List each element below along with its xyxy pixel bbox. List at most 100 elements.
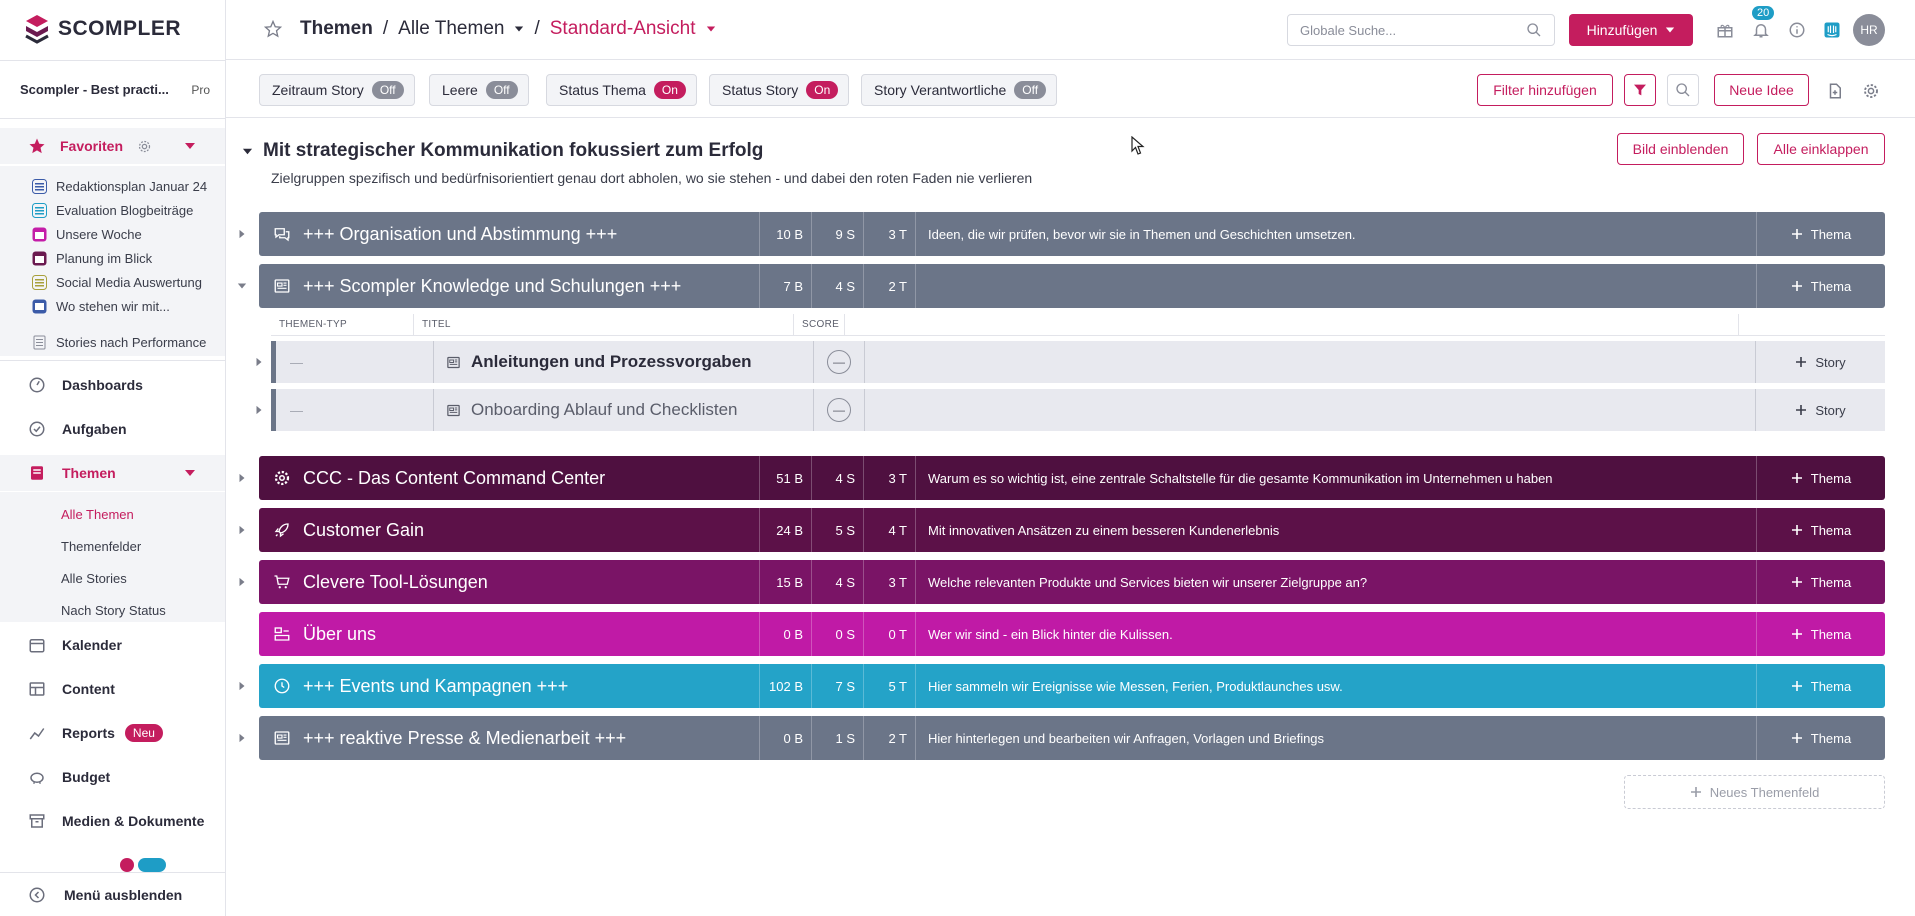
- plus-icon: [1791, 280, 1803, 292]
- add-button[interactable]: Hinzufügen: [1569, 14, 1693, 46]
- chevron-right-icon[interactable]: [237, 473, 247, 483]
- chevron-right-icon[interactable]: [237, 733, 247, 743]
- thema-row[interactable]: — Onboarding Ablauf und Checklisten — St…: [256, 389, 1885, 431]
- filter-chip-zeitraum-story[interactable]: Zeitraum Story Off: [259, 74, 415, 106]
- column-header-title[interactable]: TITEL: [414, 314, 794, 335]
- nav-kalender[interactable]: Kalender: [0, 627, 225, 663]
- thema-score[interactable]: —: [814, 389, 865, 431]
- breadcrumb-view[interactable]: Standard-Ansicht: [549, 18, 696, 39]
- thema-row[interactable]: — Anleitungen und Prozessvorgaben — Stor…: [256, 341, 1885, 383]
- nav-aufgaben[interactable]: Aufgaben: [0, 411, 225, 447]
- toggle-badge[interactable]: Off: [1014, 81, 1047, 99]
- thema-score[interactable]: —: [814, 341, 865, 383]
- nav-medien[interactable]: Medien & Dokumente: [0, 803, 225, 839]
- chevron-right-icon[interactable]: [254, 405, 264, 415]
- export-icon[interactable]: [1826, 82, 1844, 100]
- add-filter-button[interactable]: Filter hinzufügen: [1477, 74, 1613, 106]
- hide-menu-button[interactable]: Menü ausblenden: [0, 872, 225, 916]
- add-thema-button[interactable]: Thema: [1756, 612, 1885, 656]
- global-search-input[interactable]: [1287, 14, 1555, 46]
- favorites-header[interactable]: Favoriten: [0, 128, 225, 164]
- nav-reports[interactable]: Reports Neu: [0, 715, 225, 751]
- subnav-alle-themen[interactable]: Alle Themen: [61, 506, 134, 522]
- add-thema-button[interactable]: Thema: [1756, 508, 1885, 552]
- show-image-button[interactable]: Bild einblenden: [1617, 133, 1744, 165]
- chevron-right-icon[interactable]: [237, 681, 247, 691]
- themenfeld-row[interactable]: +++ Events und Kampagnen +++ 102 B 7 S 5…: [239, 664, 1885, 708]
- filter-chip-status-story[interactable]: Status Story On: [709, 74, 850, 106]
- favorite-item[interactable]: Redaktionsplan Januar 24: [0, 174, 225, 198]
- gear-icon[interactable]: [137, 139, 152, 154]
- themenfeld-row[interactable]: CCC - Das Content Command Center 51 B 4 …: [239, 456, 1885, 500]
- chevron-down-icon[interactable]: [184, 467, 196, 479]
- themenfeld-row[interactable]: +++ Scompler Knowledge und Schulungen ++…: [237, 264, 1885, 308]
- chevron-right-icon[interactable]: [254, 357, 264, 367]
- plus-icon: [1791, 628, 1803, 640]
- new-themenfeld-button[interactable]: Neues Themenfeld: [1624, 775, 1885, 809]
- subnav-alle-stories[interactable]: Alle Stories: [61, 570, 127, 586]
- star-outline-icon[interactable]: [264, 20, 282, 38]
- nav-budget[interactable]: Budget: [0, 759, 225, 795]
- intercom-icon[interactable]: [1823, 21, 1841, 39]
- add-thema-button[interactable]: Thema: [1756, 560, 1885, 604]
- subnav-story-status[interactable]: Nach Story Status: [61, 602, 166, 618]
- chevron-down-icon[interactable]: [237, 281, 247, 291]
- favorite-item[interactable]: Stories nach Performance: [0, 330, 225, 354]
- column-header-score[interactable]: SCORE: [794, 314, 845, 335]
- add-thema-button[interactable]: Thema: [1756, 716, 1885, 760]
- nav-themen[interactable]: Themen: [0, 455, 225, 491]
- themenfeld-row[interactable]: +++ Organisation und Abstimmung +++ 10 B…: [239, 212, 1885, 256]
- avatar[interactable]: HR: [1853, 14, 1885, 46]
- filter-chip-status-thema[interactable]: Status Thema On: [546, 74, 697, 106]
- chevron-down-icon[interactable]: [242, 146, 253, 157]
- favorite-item[interactable]: Planung im Blick: [0, 246, 225, 270]
- toggle-badge[interactable]: Off: [371, 81, 404, 99]
- settings-icon[interactable]: [1862, 82, 1880, 100]
- favorite-item[interactable]: Evaluation Blogbeiträge: [0, 198, 225, 222]
- chevron-right-icon[interactable]: [237, 577, 247, 587]
- theme-header[interactable]: Mit strategischer Kommunikation fokussie…: [242, 140, 763, 162]
- info-icon[interactable]: [1788, 21, 1806, 39]
- thema-title-cell[interactable]: Onboarding Ablauf und Checklisten: [434, 389, 814, 431]
- add-story-button[interactable]: Story: [1756, 355, 1885, 370]
- breadcrumb-themen[interactable]: Themen: [300, 18, 373, 39]
- chevron-right-icon[interactable]: [237, 525, 247, 535]
- bell-icon[interactable]: [1752, 21, 1770, 39]
- gift-icon[interactable]: [1716, 21, 1734, 39]
- themenfeld-row[interactable]: Customer Gain 24 B 5 S 4 T Mit innovativ…: [239, 508, 1885, 552]
- add-thema-button[interactable]: Thema: [1756, 212, 1885, 256]
- favorite-item[interactable]: Social Media Auswertung: [0, 270, 225, 294]
- thema-title-cell[interactable]: Anleitungen und Prozessvorgaben: [434, 341, 814, 383]
- toggle-badge[interactable]: On: [806, 81, 839, 99]
- themenfeld-row[interactable]: Über uns 0 B 0 S 0 T Wer wir sind - ein …: [259, 612, 1885, 656]
- toggle-badge[interactable]: On: [653, 81, 686, 99]
- themenfeld-row[interactable]: +++ reaktive Presse & Medienarbeit +++ 0…: [239, 716, 1885, 760]
- add-thema-button[interactable]: Thema: [1756, 264, 1885, 308]
- add-story-button[interactable]: Story: [1756, 403, 1885, 418]
- workspace-switcher[interactable]: Scompler - Best practi... Pro: [20, 82, 210, 97]
- favorite-item[interactable]: Unsere Woche: [0, 222, 225, 246]
- nav-dashboards[interactable]: Dashboards: [0, 367, 225, 403]
- chevron-down-icon[interactable]: [514, 24, 524, 34]
- chevron-down-icon[interactable]: [184, 140, 196, 152]
- chevron-right-icon[interactable]: [237, 229, 247, 239]
- count-themen: 3 T: [863, 212, 915, 256]
- search-icon[interactable]: [1526, 22, 1542, 38]
- filter-chip-leere[interactable]: Leere Off: [429, 74, 529, 106]
- filter-chip-story-verantwortliche[interactable]: Story Verantwortliche Off: [861, 74, 1058, 106]
- collapse-all-button[interactable]: Alle einklappen: [1757, 133, 1885, 165]
- favorite-item[interactable]: Wo stehen wir mit...: [0, 294, 225, 318]
- search-button[interactable]: [1667, 74, 1699, 106]
- new-idea-button[interactable]: Neue Idee: [1714, 74, 1809, 106]
- column-header-type[interactable]: THEMEN-TYP: [271, 314, 414, 335]
- add-thema-button[interactable]: Thema: [1756, 456, 1885, 500]
- subnav-themenfelder[interactable]: Themenfelder: [61, 538, 142, 554]
- breadcrumb-alle-themen[interactable]: Alle Themen: [398, 18, 505, 39]
- filter-toggle-button[interactable]: [1624, 74, 1656, 106]
- toggle-badge[interactable]: Off: [485, 81, 518, 99]
- add-thema-button[interactable]: Thema: [1756, 664, 1885, 708]
- nav-content[interactable]: Content: [0, 671, 225, 707]
- chevron-down-icon[interactable]: [706, 24, 716, 34]
- logo[interactable]: SCOMPLER: [24, 14, 181, 44]
- themenfeld-row[interactable]: Clevere Tool-Lösungen 15 B 4 S 3 T Welch…: [239, 560, 1885, 604]
